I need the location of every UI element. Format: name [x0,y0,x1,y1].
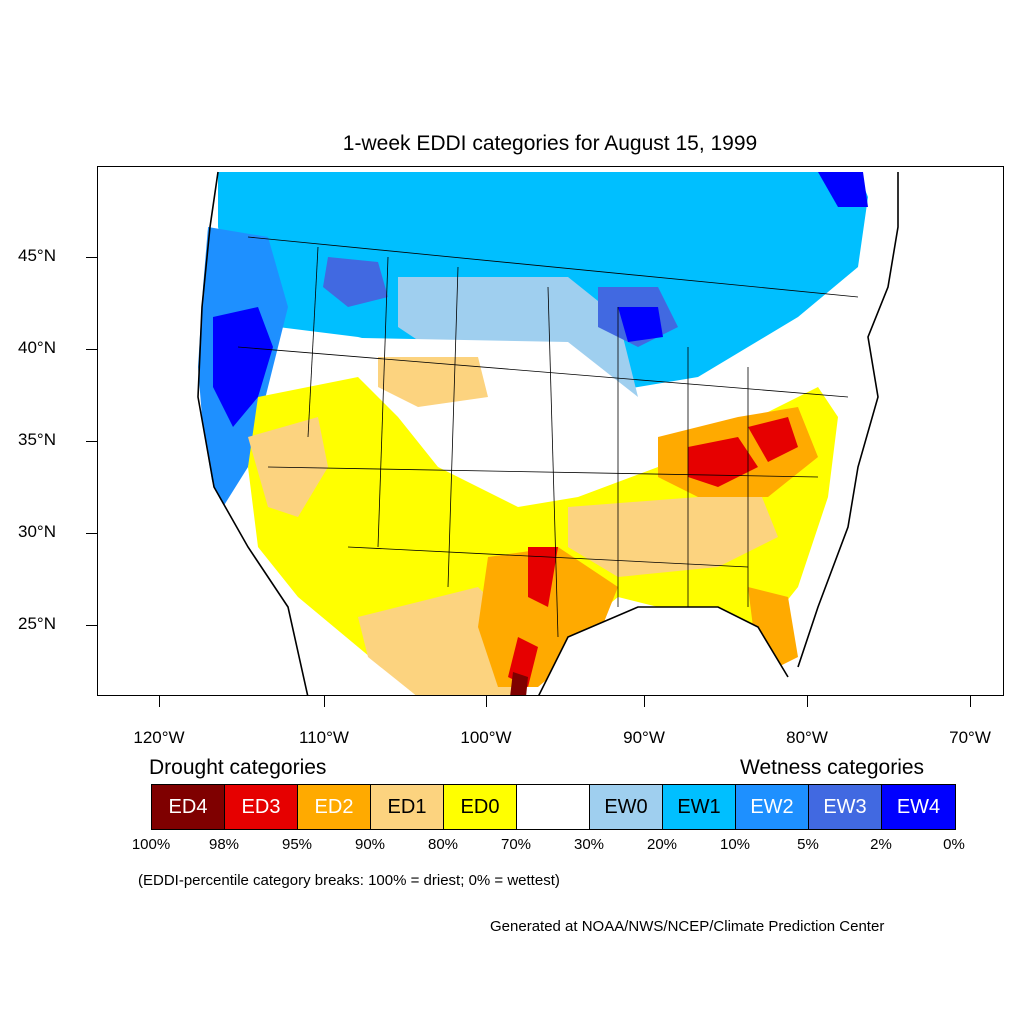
map-panel [97,166,1004,696]
gulf-of-mexico [539,607,788,695]
lon-label-100: 100°W [460,728,512,747]
lat-label-30: 30°N [18,522,56,541]
region-ed2-florida [748,587,798,667]
legend-percentile-label: 20% [646,836,678,853]
lon-label-120: 120°W [133,728,185,747]
legend-cell-ed1: ED1 [371,785,444,829]
region-ed3-texas [528,547,558,607]
legend-cell-ed2: ED2 [298,785,371,829]
lon-tick-100 [486,696,487,707]
legend-cell-ew0: EW0 [590,785,663,829]
region-ew4-lakes [618,307,663,342]
region-ed2-texas [478,547,618,687]
region-ew4-maine [818,172,868,207]
ocean-pacific [98,167,308,695]
lat-label-25: 25°N [18,614,56,633]
lon-label-80: 80°W [786,728,828,747]
legend-cell-ew2: EW2 [736,785,809,829]
region-ew3-northwest [323,257,388,307]
legend-percentile-label: 80% [427,836,459,853]
lon-label-70: 70°W [949,728,991,747]
lon-tick-70 [970,696,971,707]
ocean-atlantic [798,167,1003,695]
lat-label-40: 40°N [18,338,56,357]
legend-percentile-label: 10% [719,836,751,853]
lat-tick-25 [86,625,97,626]
legend-percentile-label: 100% [131,836,171,853]
wetness-categories-heading: Wetness categories [740,756,925,779]
lon-tick-90 [644,696,645,707]
lon-label-90: 90°W [623,728,665,747]
category-breaks-note: (EDDI-percentile category breaks: 100% =… [138,872,560,889]
lat-tick-40 [86,349,97,350]
legend-cell-ed3: ED3 [225,785,298,829]
legend-percentile-label: 30% [573,836,605,853]
lat-label-35: 35°N [18,430,56,449]
lat-tick-35 [86,441,97,442]
region-ed1-plains [378,357,488,407]
legend-cell-ed0: ED0 [444,785,517,829]
map-title: 1-week EDDI categories for August 15, 19… [342,132,758,155]
lon-tick-120 [159,696,160,707]
lon-tick-80 [807,696,808,707]
region-ed1-southeast [568,487,778,577]
legend-cell-ew4: EW4 [882,785,955,829]
lon-label-110: 110°W [299,728,349,747]
drought-categories-heading: Drought categories [149,756,327,779]
region-ed3-kentucky [688,437,758,487]
lat-tick-45 [86,257,97,258]
region-ed4-texas [510,672,528,695]
legend-percentile-label: 70% [500,836,532,853]
legend-percentile-label: 2% [870,836,892,853]
lat-label-45: 45°N [18,246,56,265]
legend-percentile-label: 90% [354,836,386,853]
legend-percentile-label: 98% [208,836,240,853]
coastline [197,171,899,695]
legend-cell-neutral [517,785,590,829]
legend-percentile-label: 5% [797,836,819,853]
state-borders [237,236,859,638]
eddi-map [98,167,1003,695]
legend-percentile-label: 0% [943,836,965,853]
lon-tick-110 [324,696,325,707]
legend-color-bar: ED4 ED3 ED2 ED1 ED0 EW0 EW1 EW2 EW3 EW4 [151,784,956,830]
legend-cell-ew1: EW1 [663,785,736,829]
legend-percentile-label: 95% [281,836,313,853]
legend-cell-ew3: EW3 [809,785,882,829]
legend-cell-ed4: ED4 [152,785,225,829]
credit-line: Generated at NOAA/NWS/NCEP/Climate Predi… [490,918,885,935]
region-ed3-virginia [748,417,798,462]
lat-tick-30 [86,533,97,534]
